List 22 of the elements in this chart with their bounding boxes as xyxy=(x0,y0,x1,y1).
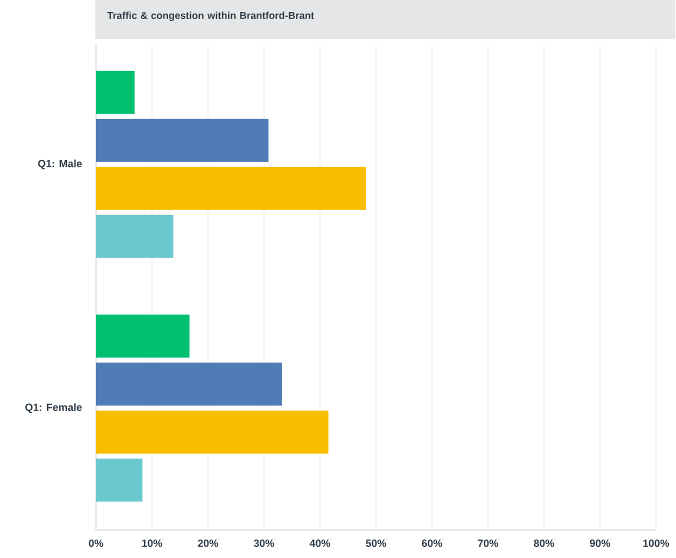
x-tick-label: 100% xyxy=(643,540,670,547)
x-tick-label: 60% xyxy=(422,540,442,547)
x-tick-label: 40% xyxy=(310,540,330,547)
bar xyxy=(96,118,268,162)
bar xyxy=(96,214,174,258)
x-tick-label: 20% xyxy=(198,540,218,547)
bar xyxy=(96,166,366,210)
bar xyxy=(96,70,135,114)
bar xyxy=(96,458,142,502)
x-tick-label: 70% xyxy=(478,540,498,547)
x-tick-label: 10% xyxy=(142,540,162,547)
y-tick-label: Q1: Male xyxy=(38,160,82,170)
x-tick-label: 90% xyxy=(590,540,610,547)
y-tick-label: Q1: Female xyxy=(25,403,82,413)
x-tick-label: 50% xyxy=(366,540,386,547)
x-tick-label: 30% xyxy=(254,540,274,547)
chart-title: Traffic & congestion within Brantford-Brant xyxy=(107,12,314,21)
x-tick-label: 80% xyxy=(534,540,554,547)
bar xyxy=(96,314,190,358)
bar xyxy=(96,410,328,454)
x-tick-label: 0% xyxy=(88,540,104,547)
bar xyxy=(96,362,282,406)
